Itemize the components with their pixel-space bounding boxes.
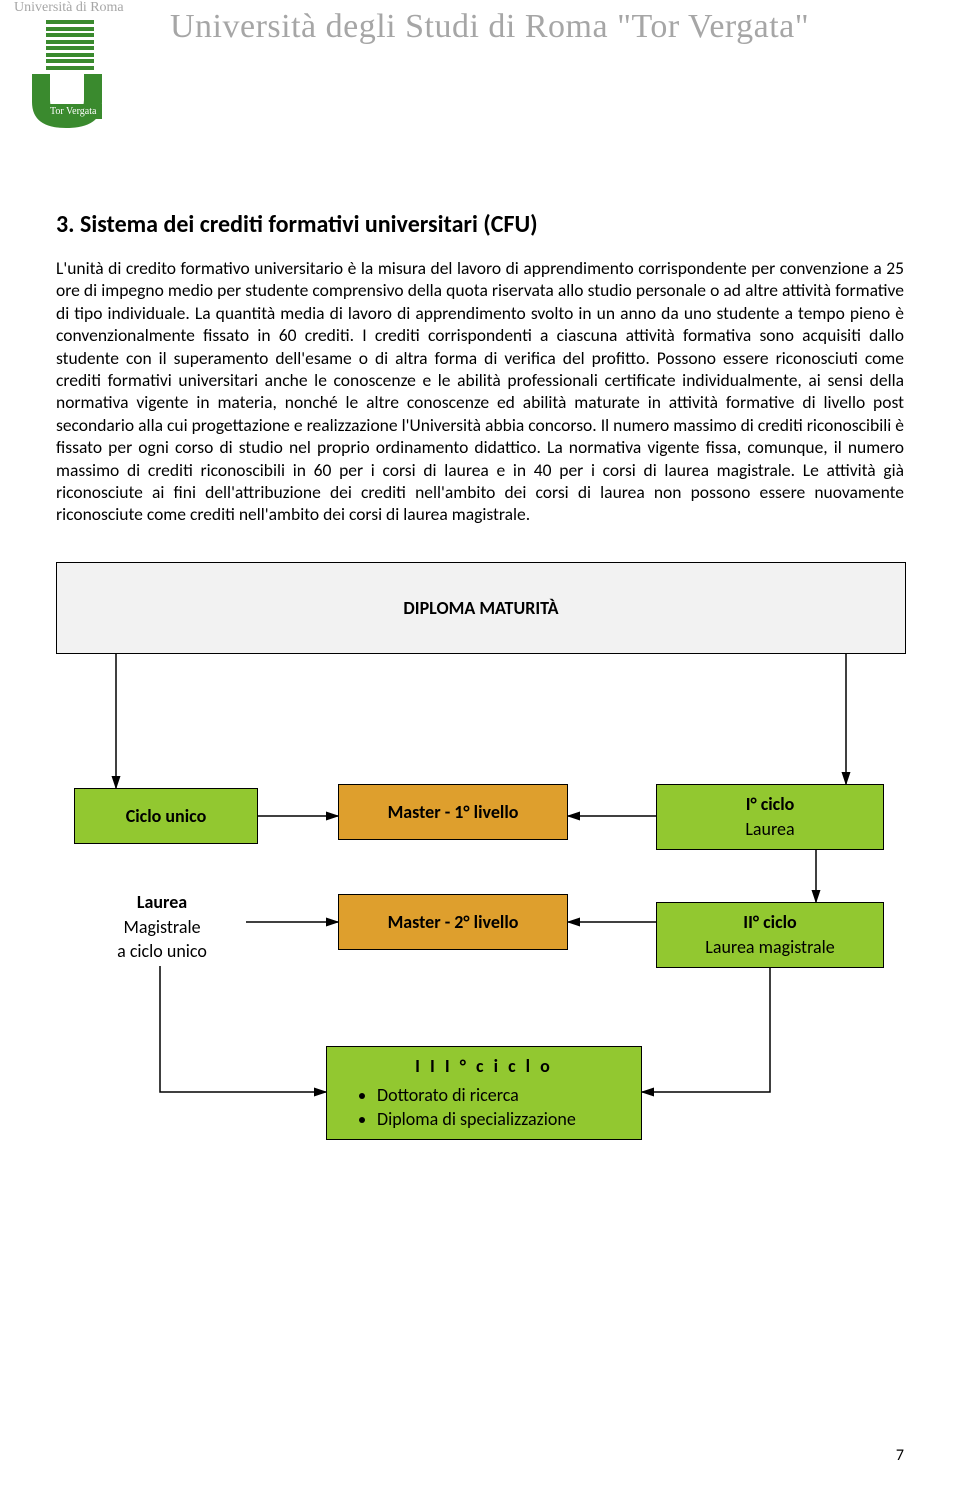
- logo-lines-icon: [40, 16, 100, 74]
- node-list-item: Diploma di specializzazione: [377, 1107, 576, 1131]
- section-title: 3. Sistema dei crediti formativi univers…: [56, 210, 904, 239]
- diagram-node-ciclo3: I I I ° c i c l o Dottorato di ricercaDip…: [326, 1046, 642, 1140]
- header-supertitle: Università di Roma: [14, 0, 124, 16]
- node-title: Master - 1° livello: [388, 800, 519, 824]
- diagram-node-ciclo2: II° cicloLaurea magistrale: [656, 902, 884, 968]
- node-subtitle: Laurea magistrale: [705, 935, 834, 959]
- diagram-edge-ciclo2-ciclo3: [642, 968, 770, 1092]
- header-title: Università degli Studi di Roma "Tor Verg…: [170, 8, 809, 46]
- diagram-edge-laurea_mcu-ciclo3: [160, 966, 326, 1092]
- diagram-node-master2: Master - 2° livello: [338, 894, 568, 950]
- diagram-node-laurea_mcu: LaureaMagistralea ciclo unico: [78, 888, 246, 966]
- node-title: I° ciclo: [746, 792, 795, 816]
- node-title: Master - 2° livello: [388, 910, 519, 934]
- node-title: II° ciclo: [743, 910, 796, 934]
- main-content: 3. Sistema dei crediti formativi univers…: [0, 210, 960, 1222]
- node-list-item: Dottorato di ricerca: [377, 1083, 576, 1107]
- section-body: L'unità di credito formativo universitar…: [56, 257, 904, 526]
- node-title: DIPLOMA MATURITÀ: [403, 596, 558, 620]
- cfu-diagram: DIPLOMA MATURITÀ Ciclo unico Master - 1° l…: [56, 562, 906, 1222]
- node-title: Ciclo unico: [126, 804, 207, 828]
- diagram-node-ciclo1: I° cicloLaurea: [656, 784, 884, 850]
- diagram-node-master1: Master - 1° livello: [338, 784, 568, 840]
- page-number: 7: [896, 1446, 904, 1465]
- node-list: Dottorato di ricercaDiploma di specializ…: [377, 1083, 576, 1132]
- node-title: Laurea: [137, 890, 187, 914]
- node-subtitle: Laurea: [745, 817, 794, 841]
- diagram-node-diploma: DIPLOMA MATURITÀ: [56, 562, 906, 654]
- logo-tag: Tor Vergata: [44, 104, 102, 119]
- diagram-node-ciclo_unico: Ciclo unico: [74, 788, 258, 844]
- page-header: Università di Roma Università degli Stud…: [0, 0, 960, 140]
- node-subtitle: Magistrale: [123, 915, 200, 939]
- node-subtitle: a ciclo unico: [117, 939, 207, 963]
- node-title: I I I ° c i c l o: [337, 1054, 631, 1078]
